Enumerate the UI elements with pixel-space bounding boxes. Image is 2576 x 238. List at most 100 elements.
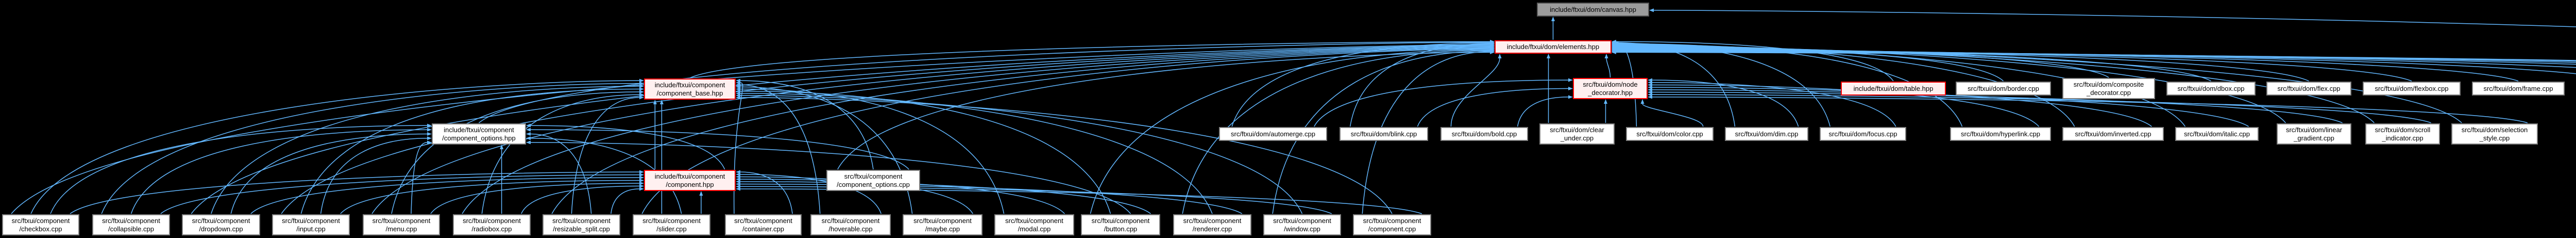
- graph-node-label: src/ftxui/dom/scroll: [2375, 125, 2431, 134]
- include-edge-button_cpp-to-component_base_hpp: [740, 90, 1111, 214]
- graph-node-composite_decorator_cpp[interactable]: src/ftxui/dom/composite _decorator.cpp: [2062, 78, 2155, 99]
- graph-node-component_base_hpp[interactable]: include/ftxui/component/component_base.h…: [644, 78, 736, 100]
- graph-node-menu_cpp[interactable]: src/ftxui/component/menu.cpp: [363, 214, 440, 235]
- graph-node-border_cpp[interactable]: src/ftxui/dom/border.cpp: [1956, 82, 2051, 96]
- graph-node-label: src/ftxui/dom/blink.cpp: [1350, 130, 1417, 138]
- edge-arrowhead: [1648, 81, 1652, 85]
- edge-arrowhead: [1568, 78, 1573, 82]
- graph-node-component_hpp[interactable]: include/ftxui/component/component.hpp: [644, 170, 736, 191]
- edge-arrowhead: [1648, 95, 1652, 99]
- graph-node-automerge_cpp[interactable]: src/ftxui/dom/automerge.cpp: [1219, 127, 1327, 141]
- include-edge-dropdown_cpp-to-elements_hpp: [191, 44, 1490, 214]
- graph-node-table_hpp[interactable]: include/ftxui/dom/table.hpp: [1841, 82, 1946, 96]
- graph-node-renderer_cpp[interactable]: src/ftxui/component/renderer.cpp: [1173, 214, 1251, 235]
- graph-node-collapsible_cpp[interactable]: src/ftxui/component/collapsible.cpp: [92, 214, 170, 235]
- include-edge-flexbox_cpp-to-elements_hpp: [1616, 48, 2412, 82]
- graph-node-italic_cpp[interactable]: src/ftxui/dom/italic.cpp: [2175, 127, 2259, 141]
- edge-arrowhead: [653, 100, 657, 104]
- include-edge-hoverable_cpp-to-component_base_hpp: [740, 84, 821, 214]
- include-edge-component_cpp-to-component_base_hpp: [740, 97, 1393, 214]
- include-edge-gauge_cpp-to-elements_hpp: [1616, 49, 2576, 74]
- graph-node-dropdown_cpp[interactable]: src/ftxui/component/dropdown.cpp: [182, 214, 260, 235]
- graph-node-modal_cpp[interactable]: src/ftxui/component/modal.cpp: [994, 214, 1074, 235]
- edge-arrowhead: [639, 92, 644, 97]
- graph-node-hoverable_cpp[interactable]: src/ftxui/component/hoverable.cpp: [810, 214, 891, 235]
- graph-node-label: src/ftxui/component: [821, 216, 880, 225]
- edge-arrowhead: [736, 180, 740, 184]
- graph-node-label: src/ftxui/component: [1183, 216, 1242, 225]
- graph-node-dbox_cpp[interactable]: src/ftxui/dom/dbox.cpp: [2166, 82, 2256, 96]
- graph-node-component_cpp[interactable]: src/ftxui/component/component.cpp: [1353, 214, 1431, 235]
- include-edge-component_options_cpp-to-component_base_hpp: [740, 80, 874, 170]
- graph-node-label: src/ftxui/dom/automerge.cpp: [1230, 130, 1316, 138]
- graph-node-elements_hpp[interactable]: include/ftxui/dom/elements.hpp: [1495, 40, 1612, 54]
- graph-node-label: /button.cpp: [1104, 225, 1138, 233]
- graph-node-clear_under_cpp[interactable]: src/ftxui/dom/clear _under.cpp: [1539, 123, 1615, 145]
- graph-node-slider_cpp[interactable]: src/ftxui/component/slider.cpp: [633, 214, 710, 235]
- include-edge-reflect_cpp-to-elements_hpp: [1616, 52, 2576, 61]
- include-edge-renderer_cpp-to-component_base_hpp: [740, 92, 1213, 214]
- graph-node-checkbox_cpp[interactable]: src/ftxui/component/checkbox.cpp: [2, 214, 79, 235]
- graph-node-label: /modal.cpp: [1018, 225, 1051, 233]
- graph-node-label: src/ftxui/dom/focus.cpp: [1828, 130, 1897, 138]
- edge-arrowhead: [639, 90, 644, 94]
- include-edge-renderer_cpp-to-component_hpp: [740, 183, 1243, 214]
- graph-node-label: /resizable_split.cpp: [553, 225, 610, 233]
- graph-node-label: src/ftxui/component: [192, 216, 250, 225]
- graph-node-component_options_hpp[interactable]: include/ftxui/component/component_option…: [432, 123, 526, 145]
- include-edge-dropdown_cpp-to-component_base_hpp: [211, 86, 640, 214]
- graph-node-dim_cpp[interactable]: src/ftxui/dom/dim.cpp: [1725, 127, 1808, 141]
- edge-arrowhead: [1490, 50, 1495, 54]
- graph-node-label: src/ftxui/component: [1091, 216, 1150, 225]
- include-edge-button_cpp-to-elements_hpp: [1090, 49, 1490, 214]
- graph-node-maybe_cpp[interactable]: src/ftxui/component/maybe.cpp: [903, 214, 982, 235]
- graph-node-radiobox_cpp[interactable]: src/ftxui/component/radiobox.cpp: [453, 214, 531, 235]
- graph-node-label: src/ftxui/dom/composite: [2073, 80, 2144, 88]
- graph-node-hyperlink_cpp[interactable]: src/ftxui/dom/hyperlink.cpp: [1950, 127, 2051, 141]
- graph-node-canvas_hpp: include/ftxui/dom/canvas.hpp: [1537, 3, 1649, 17]
- graph-node-input_cpp[interactable]: src/ftxui/component/input.cpp: [272, 214, 350, 235]
- graph-node-resizable_split_cpp[interactable]: src/ftxui/component/resizable_split.cpp: [543, 214, 620, 235]
- graph-node-label: /component_options.cpp: [837, 180, 910, 188]
- graph-node-focus_cpp[interactable]: src/ftxui/dom/focus.cpp: [1820, 127, 1906, 141]
- graph-node-bold_cpp[interactable]: src/ftxui/dom/bold.cpp: [1440, 127, 1528, 141]
- include-edge-menu_cpp-to-component_options_hpp: [411, 142, 428, 214]
- edge-arrowhead: [1649, 8, 1654, 12]
- include-edge-checkbox_cpp-to-elements_hpp: [11, 44, 1490, 214]
- include-edge-component_cpp-to-elements_hpp: [1362, 51, 1490, 214]
- graph-node-component_options_cpp[interactable]: src/ftxui/component/component_options.cp…: [826, 170, 920, 191]
- include-edge-component_hpp-to-component_options_hpp: [530, 125, 725, 170]
- include-edge-automerge_cpp-to-node_decorator_hpp: [1314, 80, 1569, 127]
- edge-arrowhead: [1640, 99, 1645, 104]
- graph-node-frame_cpp[interactable]: src/ftxui/dom/frame.cpp: [2472, 82, 2565, 96]
- include-edge-slider_cpp-to-component_options_hpp: [530, 137, 682, 214]
- graph-node-flexbox_cpp[interactable]: src/ftxui/dom/flexbox.cpp: [2363, 82, 2461, 96]
- include-edge-modal_cpp-to-component_base_hpp: [740, 88, 1005, 214]
- edge-arrowhead: [639, 184, 644, 188]
- graph-node-inverted_cpp[interactable]: src/ftxui/dom/inverted.cpp: [2062, 127, 2164, 141]
- include-edge-radiobox_cpp-to-elements_hpp: [462, 46, 1490, 214]
- include-edge-linear_gradient_cpp-to-node_decorator_hpp: [1652, 91, 2343, 123]
- graph-node-linear_gradient_cpp[interactable]: src/ftxui/dom/linear _gradient.cpp: [2277, 123, 2351, 145]
- graph-node-button_cpp[interactable]: src/ftxui/component/button.cpp: [1081, 214, 1160, 235]
- graph-node-flex_cpp[interactable]: src/ftxui/dom/flex.cpp: [2266, 82, 2351, 96]
- graph-node-window_cpp[interactable]: src/ftxui/component/window.cpp: [1263, 214, 1341, 235]
- graph-node-label: /component.cpp: [1368, 225, 1416, 233]
- graph-node-selection_style_cpp[interactable]: src/ftxui/dom/selection _style.cpp: [2451, 123, 2538, 145]
- graph-node-color_cpp[interactable]: src/ftxui/dom/color.cpp: [1626, 127, 1714, 141]
- graph-node-blink_cpp[interactable]: src/ftxui/dom/blink.cpp: [1340, 127, 1428, 141]
- graph-node-label: /component.hpp: [666, 180, 714, 188]
- graph-node-label: src/ftxui/dom/dbox.cpp: [2177, 84, 2245, 92]
- graph-node-scroll_indicator_cpp[interactable]: src/ftxui/dom/scroll _indicator.cpp: [2365, 123, 2440, 145]
- include-edge-radiobox_cpp-to-component_hpp: [521, 185, 640, 214]
- graph-node-label: src/ftxui/component: [11, 216, 70, 225]
- edge-arrowhead: [639, 187, 644, 191]
- graph-node-container_cpp[interactable]: src/ftxui/component/container.cpp: [725, 214, 802, 235]
- graph-node-node_decorator_hpp[interactable]: src/ftxui/dom/node _decorator.hpp: [1573, 78, 1648, 99]
- edge-arrowhead: [1498, 54, 1502, 58]
- edge-arrowhead: [1648, 83, 1652, 87]
- graph-node-label: /window.cpp: [1284, 225, 1320, 233]
- include-edge-button_cpp-to-component_options_hpp: [530, 142, 1131, 214]
- include-edge-menu_cpp-to-component_hpp: [430, 183, 640, 214]
- include-edge-frame_cpp-to-elements_hpp: [1616, 49, 2519, 82]
